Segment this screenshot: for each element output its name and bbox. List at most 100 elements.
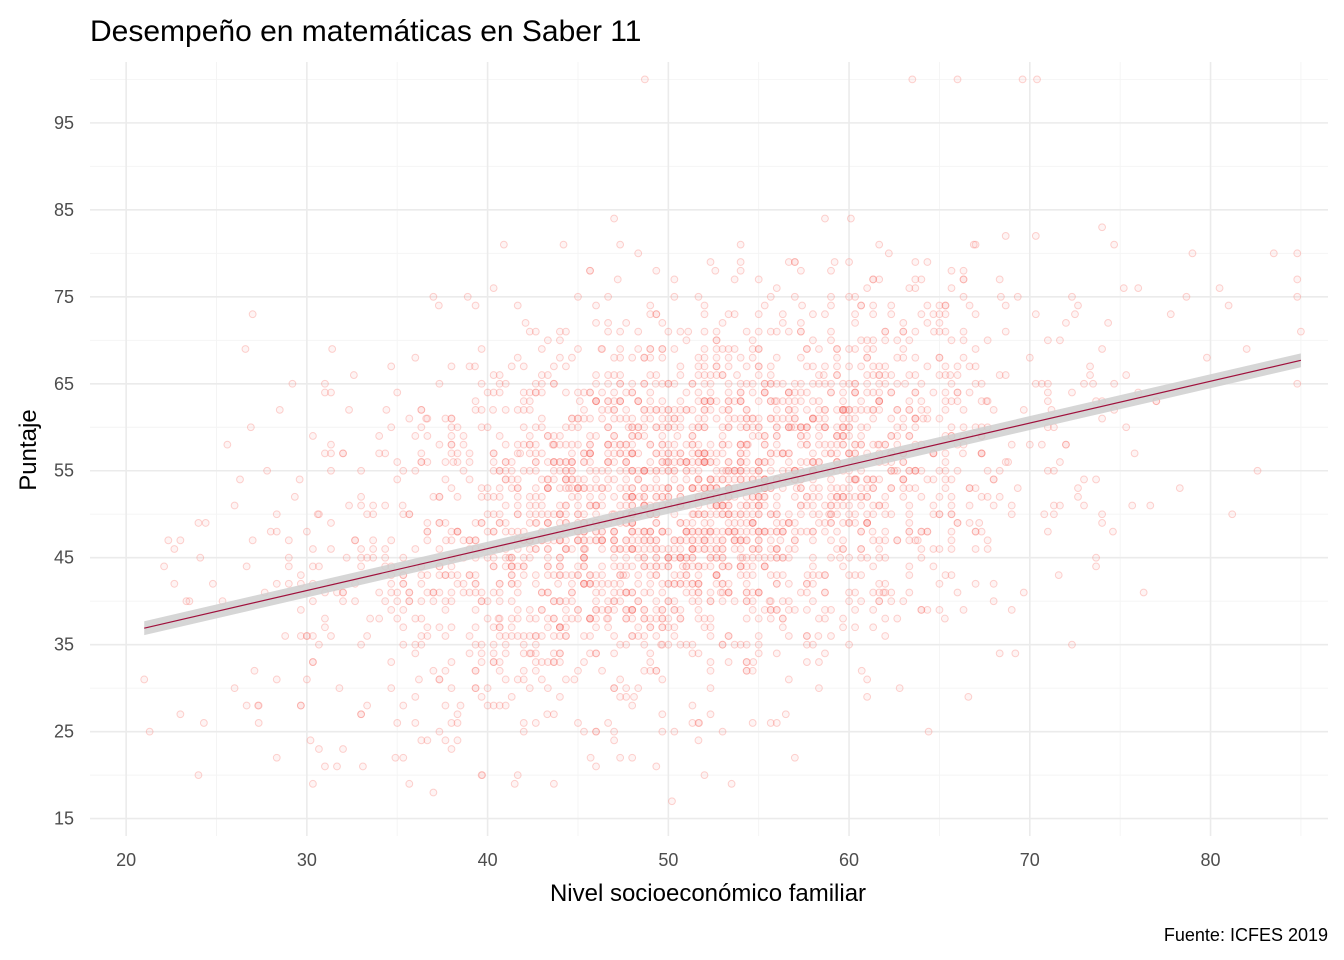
data-point	[568, 475, 576, 484]
data-point	[664, 579, 673, 588]
data-point	[959, 266, 968, 275]
data-point	[718, 579, 727, 588]
data-point	[754, 588, 763, 597]
data-point	[790, 388, 799, 397]
data-point	[694, 527, 703, 536]
data-point	[742, 571, 751, 580]
data-point	[441, 666, 450, 675]
data-point	[622, 458, 631, 466]
data-point	[1043, 527, 1052, 536]
data-point	[489, 405, 497, 414]
data-point	[288, 379, 297, 388]
data-point	[857, 423, 866, 432]
data-point	[489, 553, 498, 562]
data-point	[766, 605, 775, 614]
data-point	[965, 301, 974, 310]
data-point	[501, 475, 510, 484]
data-point	[658, 675, 667, 684]
data-point	[622, 405, 631, 414]
data-point	[833, 432, 841, 440]
data-point	[628, 527, 637, 536]
data-point	[1068, 388, 1076, 397]
data-point	[1040, 510, 1049, 519]
data-point	[899, 484, 908, 493]
data-point	[429, 588, 438, 597]
data-point	[742, 658, 751, 666]
data-point	[905, 588, 914, 597]
data-point	[555, 692, 564, 701]
data-point	[664, 527, 673, 536]
data-point	[586, 458, 594, 466]
data-point	[568, 466, 576, 475]
data-point	[531, 449, 540, 458]
data-point	[652, 666, 661, 675]
data-point	[827, 449, 835, 458]
data-point	[555, 432, 564, 440]
data-point	[616, 597, 625, 606]
data-point	[839, 405, 847, 414]
data-point	[604, 719, 612, 727]
data-point	[555, 562, 564, 571]
data-point	[628, 492, 637, 501]
data-point	[917, 397, 926, 406]
data-point	[682, 466, 691, 475]
data-point	[495, 432, 504, 440]
data-point	[1203, 353, 1211, 362]
data-point	[309, 597, 317, 606]
data-point	[555, 623, 564, 632]
data-point	[604, 466, 612, 475]
data-point	[845, 475, 853, 484]
data-point	[435, 675, 444, 684]
data-point	[610, 414, 619, 423]
data-point	[417, 405, 426, 414]
data-point	[586, 501, 594, 510]
data-point	[327, 545, 335, 553]
data-point	[869, 588, 878, 597]
data-point	[284, 536, 293, 545]
data-point	[658, 562, 667, 571]
data-point	[613, 275, 622, 284]
data-point	[821, 571, 829, 580]
data-point	[712, 345, 721, 353]
data-point	[718, 440, 727, 449]
data-point	[706, 536, 715, 545]
data-point	[357, 501, 365, 510]
data-point	[664, 553, 673, 562]
data-point	[784, 449, 793, 458]
data-point	[839, 405, 847, 414]
data-point	[670, 605, 679, 614]
data-point	[574, 492, 582, 501]
data-point	[562, 440, 570, 449]
data-point	[766, 371, 775, 379]
data-point	[176, 710, 185, 719]
data-point	[748, 353, 757, 362]
data-point	[875, 440, 884, 449]
data-point	[754, 588, 763, 597]
data-point	[658, 449, 667, 458]
data-point	[881, 379, 890, 388]
data-point	[748, 519, 757, 527]
data-point	[875, 588, 884, 597]
data-point	[610, 527, 619, 536]
data-point	[580, 536, 588, 545]
data-point	[911, 353, 920, 362]
data-point	[555, 501, 564, 510]
data-point	[784, 458, 793, 466]
data-point	[923, 475, 932, 484]
data-point	[784, 510, 793, 519]
data-point	[525, 614, 534, 623]
data-point	[706, 397, 715, 406]
data-point	[839, 492, 847, 501]
data-point	[453, 492, 462, 501]
data-point	[1134, 284, 1143, 293]
data-point	[562, 327, 570, 336]
data-point	[652, 562, 661, 571]
data-point	[923, 405, 932, 414]
data-point	[694, 545, 703, 553]
data-point	[640, 632, 649, 640]
data-point	[1175, 484, 1184, 493]
data-point	[489, 649, 498, 658]
data-point	[766, 414, 775, 423]
data-point	[580, 449, 588, 458]
data-point	[501, 475, 510, 484]
